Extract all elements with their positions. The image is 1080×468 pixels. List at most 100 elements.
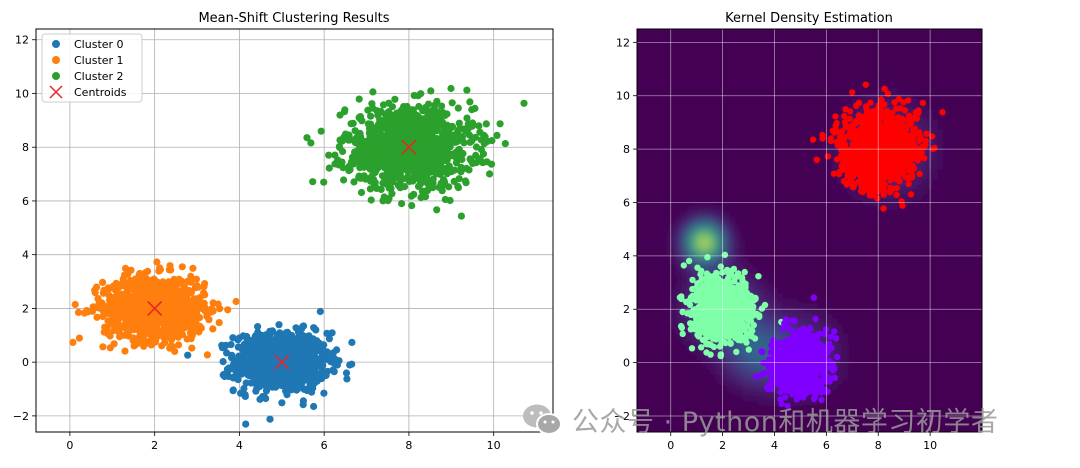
- scatter-point: [770, 337, 776, 343]
- scatter-point: [343, 375, 350, 382]
- scatter-point: [308, 389, 315, 396]
- scatter-point: [143, 305, 150, 312]
- clustering-tick-label-x: 10: [487, 439, 501, 452]
- scatter-point: [813, 381, 819, 387]
- legend-marker: [52, 72, 60, 80]
- scatter-point: [449, 99, 456, 106]
- scatter-point: [189, 265, 196, 272]
- scatter-point: [234, 336, 241, 343]
- scatter-point: [806, 386, 812, 392]
- clustering-tick-label-y: 4: [22, 249, 29, 262]
- scatter-point: [412, 129, 419, 136]
- scatter-point: [299, 332, 306, 339]
- scatter-point: [193, 276, 200, 283]
- scatter-point: [341, 108, 348, 115]
- scatter-point: [138, 339, 145, 346]
- scatter-point: [404, 124, 411, 131]
- clustering-tick-label-y: 2: [22, 302, 29, 315]
- scatter-point: [828, 334, 834, 340]
- scatter-point: [466, 131, 473, 138]
- scatter-point: [111, 340, 118, 347]
- scatter-point: [132, 304, 139, 311]
- scatter-point: [184, 308, 191, 315]
- scatter-point: [813, 372, 819, 378]
- scatter-point: [221, 373, 228, 380]
- scatter-point: [813, 341, 819, 347]
- scatter-point: [764, 384, 770, 390]
- scatter-point: [348, 339, 355, 346]
- scatter-point: [242, 391, 249, 398]
- scatter-point: [745, 293, 751, 299]
- scatter-point: [254, 342, 261, 349]
- scatter-point: [454, 138, 461, 145]
- scatter-point: [380, 101, 387, 108]
- scatter-point: [389, 179, 396, 186]
- scatter-point: [442, 196, 449, 203]
- scatter-point: [303, 355, 310, 362]
- scatter-point: [417, 137, 424, 144]
- scatter-point: [822, 387, 828, 393]
- scatter-point: [419, 188, 426, 195]
- scatter-point: [805, 368, 811, 374]
- clustering-tick-label-y: 8: [22, 141, 29, 154]
- scatter-point: [310, 403, 317, 410]
- scatter-point: [699, 316, 705, 322]
- scatter-point: [326, 165, 333, 172]
- scatter-point: [330, 354, 337, 361]
- scatter-point: [144, 288, 151, 295]
- scatter-point: [235, 344, 242, 351]
- scatter-point: [433, 206, 440, 213]
- legend-label: Centroids: [74, 86, 127, 99]
- scatter-point: [681, 262, 687, 268]
- scatter-point: [102, 309, 109, 316]
- scatter-point: [76, 335, 83, 342]
- scatter-point: [165, 304, 172, 311]
- scatter-point: [694, 325, 700, 331]
- scatter-point: [258, 361, 265, 368]
- scatter-point: [398, 200, 405, 207]
- scatter-point: [370, 164, 377, 171]
- scatter-point: [680, 331, 686, 337]
- legend-marker: [52, 56, 60, 64]
- scatter-point: [733, 349, 739, 355]
- scatter-point: [689, 345, 695, 351]
- legend-label: Cluster 1: [74, 54, 124, 67]
- scatter-point: [278, 335, 285, 342]
- scatter-point: [356, 115, 363, 122]
- scatter-point: [406, 153, 413, 160]
- scatter-point: [117, 292, 124, 299]
- scatter-point: [714, 319, 720, 325]
- scatter-point: [72, 301, 79, 308]
- scatter-point: [939, 109, 945, 115]
- scatter-point: [905, 181, 911, 187]
- scatter-point: [679, 325, 685, 331]
- scatter-point: [153, 258, 160, 265]
- scatter-point: [483, 158, 490, 165]
- scatter-point: [361, 172, 368, 179]
- scatter-point: [679, 309, 685, 315]
- scatter-point: [383, 171, 390, 178]
- scatter-point: [822, 378, 828, 384]
- scatter-point: [368, 196, 375, 203]
- scatter-point: [457, 151, 464, 158]
- scatter-point: [219, 344, 226, 351]
- scatter-point: [142, 330, 149, 337]
- scatter-point: [818, 366, 824, 372]
- scatter-point: [815, 359, 821, 365]
- scatter-point: [101, 329, 108, 336]
- scatter-point: [783, 387, 789, 393]
- scatter-point: [408, 193, 415, 200]
- scatter-point: [749, 328, 755, 334]
- scatter-point: [175, 313, 182, 320]
- scatter-point: [312, 326, 319, 333]
- scatter-point: [368, 100, 375, 107]
- scatter-point: [368, 132, 375, 139]
- scatter-point: [697, 271, 703, 277]
- scatter-point: [216, 319, 223, 326]
- scatter-point: [449, 123, 456, 130]
- scatter-point: [805, 355, 811, 361]
- scatter-point: [427, 87, 434, 94]
- scatter-point: [126, 292, 133, 299]
- scatter-point: [754, 311, 760, 317]
- scatter-point: [210, 299, 217, 306]
